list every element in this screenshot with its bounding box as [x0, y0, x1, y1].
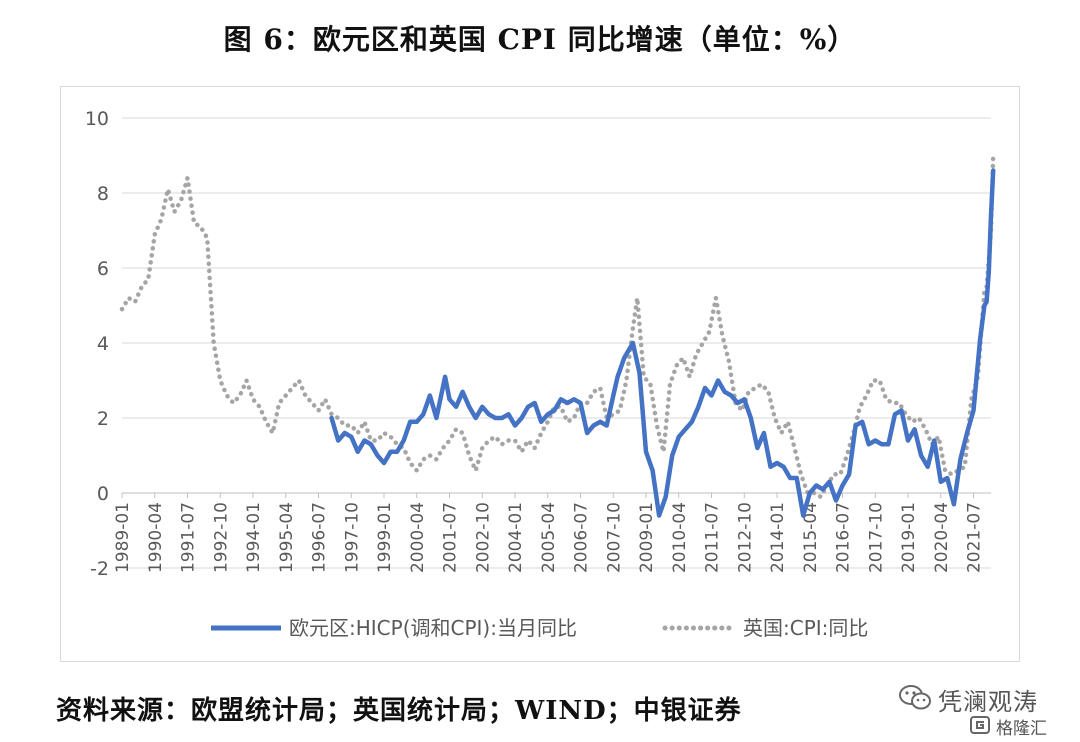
x-tick-label: 1997-10 [342, 502, 362, 573]
watermark-site: 格隆汇 [996, 719, 1047, 739]
legend-label-uk: 英国:CPI:同比 [743, 616, 868, 640]
x-tick-label: 2011-07 [703, 502, 723, 573]
gelonghui-logo-icon [970, 716, 990, 734]
y-tick-label: 2 [97, 408, 109, 430]
x-tick-label: 2019-01 [899, 502, 919, 573]
watermark-name: 凭澜观涛 [938, 688, 1038, 716]
x-tick-label: 2017-10 [866, 502, 886, 573]
x-tick-label: 2002-10 [473, 502, 493, 573]
x-tick-label: 2021-07 [965, 502, 985, 573]
x-tick-label: 2005-04 [539, 502, 559, 573]
y-tick-label: 8 [97, 183, 109, 205]
x-tick-label: 2001-07 [441, 502, 461, 573]
series-line-euro-hicp [329, 168, 996, 518]
x-tick-label: 2016-07 [834, 502, 854, 573]
source-note: 资料来源：欧盟统计局；英国统计局；WIND；中银证券 [56, 696, 742, 726]
legend-label-euro: 欧元区:HICP(调和CPI):当月同比 [289, 616, 577, 640]
y-tick-label: 10 [85, 108, 109, 130]
x-tick-label: 2000-04 [408, 502, 428, 573]
y-tick-label: 4 [97, 333, 109, 355]
x-tick-label: 1991-07 [179, 502, 199, 573]
y-tick-label: -2 [90, 558, 109, 580]
x-tick-label: 1995-04 [277, 502, 297, 573]
y-tick-label: 6 [97, 258, 109, 280]
x-tick-label: 2014-01 [768, 502, 788, 573]
x-tick-label: 1996-07 [310, 502, 330, 573]
x-tick-label: 2010-04 [670, 502, 690, 573]
y-tick-label: 0 [97, 483, 109, 505]
x-tick-label: 2007-10 [604, 502, 624, 573]
x-tick-label: 2015-04 [801, 502, 821, 573]
x-tick-label: 2006-07 [572, 502, 592, 573]
x-tick-label: 1999-01 [375, 502, 395, 573]
x-tick-label: 2020-04 [932, 502, 952, 573]
wechat-icon [899, 685, 931, 710]
x-tick-label: 1990-04 [146, 502, 166, 573]
watermark: 凭澜观涛 格隆汇 [898, 680, 1078, 740]
chart-frame: -2 0 2 4 6 8 10 1989-01 1990-04 1991-07 1992-10 199… [60, 86, 1020, 662]
series-line-uk-cpi [119, 153, 996, 500]
x-tick-label: 2012-10 [735, 502, 755, 573]
x-tick-label: 2009-01 [637, 502, 657, 573]
x-tick-label: 1994-01 [244, 502, 264, 573]
x-tick-label: 2004-01 [506, 502, 526, 573]
x-tick-label: 1989-01 [113, 502, 133, 573]
figure-title: 图 6：欧元区和英国 CPI 同比增速（单位：%） [223, 23, 857, 56]
cpi-line-chart: -2 0 2 4 6 8 10 1989-01 1990-04 1991-07 1992-10 199… [85, 108, 996, 640]
x-tick-label: 1992-10 [211, 502, 231, 573]
